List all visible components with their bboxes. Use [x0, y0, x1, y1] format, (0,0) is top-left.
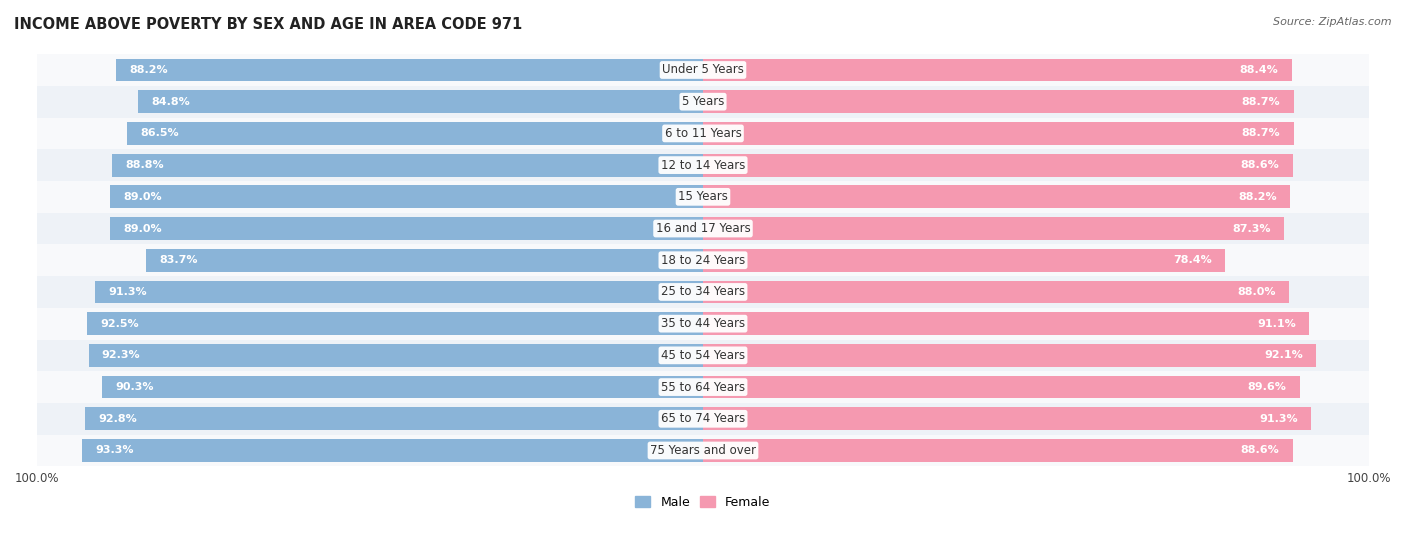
Text: 45 to 54 Years: 45 to 54 Years — [661, 349, 745, 362]
Text: 75 Years and over: 75 Years and over — [650, 444, 756, 457]
Bar — [703, 344, 1316, 367]
Bar — [111, 186, 703, 209]
Bar — [101, 376, 703, 399]
Text: 91.3%: 91.3% — [1258, 414, 1298, 424]
Bar — [703, 154, 1294, 177]
Bar — [37, 181, 1369, 212]
Bar — [703, 90, 1294, 113]
Bar — [703, 408, 1310, 430]
Text: 84.8%: 84.8% — [152, 97, 190, 107]
Text: 92.5%: 92.5% — [100, 319, 139, 329]
Bar — [703, 281, 1289, 304]
Text: 89.6%: 89.6% — [1247, 382, 1286, 392]
Bar — [87, 312, 703, 335]
Text: 65 to 74 Years: 65 to 74 Years — [661, 413, 745, 425]
Text: 88.2%: 88.2% — [129, 65, 167, 75]
Bar — [703, 376, 1299, 399]
Text: 15 Years: 15 Years — [678, 190, 728, 203]
Bar — [37, 149, 1369, 181]
Text: 86.5%: 86.5% — [141, 129, 179, 139]
Text: 88.6%: 88.6% — [1240, 160, 1279, 170]
Bar — [37, 86, 1369, 117]
Bar — [703, 439, 1294, 462]
Bar — [37, 308, 1369, 339]
Bar — [146, 249, 703, 272]
Text: 89.0%: 89.0% — [124, 224, 163, 234]
Bar — [703, 249, 1225, 272]
Bar — [138, 90, 703, 113]
Text: 87.3%: 87.3% — [1233, 224, 1271, 234]
Bar — [37, 403, 1369, 435]
Text: 91.1%: 91.1% — [1257, 319, 1296, 329]
Bar — [703, 312, 1309, 335]
Text: 55 to 64 Years: 55 to 64 Years — [661, 381, 745, 394]
Text: 92.8%: 92.8% — [98, 414, 138, 424]
Text: 78.4%: 78.4% — [1173, 255, 1212, 265]
Bar — [89, 344, 703, 367]
Bar — [37, 244, 1369, 276]
Text: 12 to 14 Years: 12 to 14 Years — [661, 159, 745, 172]
Text: 88.7%: 88.7% — [1241, 97, 1281, 107]
Bar — [703, 59, 1292, 82]
Text: 92.3%: 92.3% — [101, 350, 141, 361]
Text: 35 to 44 Years: 35 to 44 Years — [661, 317, 745, 330]
Bar — [37, 117, 1369, 149]
Text: Under 5 Years: Under 5 Years — [662, 64, 744, 77]
Bar — [37, 371, 1369, 403]
Text: 83.7%: 83.7% — [159, 255, 198, 265]
Bar — [37, 54, 1369, 86]
Bar — [37, 212, 1369, 244]
Bar — [86, 408, 703, 430]
Text: 93.3%: 93.3% — [96, 446, 134, 456]
Text: 18 to 24 Years: 18 to 24 Years — [661, 254, 745, 267]
Bar — [37, 276, 1369, 308]
Text: Source: ZipAtlas.com: Source: ZipAtlas.com — [1274, 17, 1392, 27]
Text: 5 Years: 5 Years — [682, 95, 724, 108]
Text: 92.1%: 92.1% — [1264, 350, 1303, 361]
Bar — [703, 122, 1294, 145]
Text: 88.7%: 88.7% — [1241, 129, 1281, 139]
Bar — [112, 154, 703, 177]
Text: 88.0%: 88.0% — [1237, 287, 1275, 297]
Text: 88.8%: 88.8% — [125, 160, 163, 170]
Text: 91.3%: 91.3% — [108, 287, 148, 297]
Bar — [115, 59, 703, 82]
Bar — [127, 122, 703, 145]
Bar — [703, 186, 1291, 209]
Bar — [37, 339, 1369, 371]
Text: 90.3%: 90.3% — [115, 382, 153, 392]
Legend: Male, Female: Male, Female — [630, 491, 776, 514]
Text: INCOME ABOVE POVERTY BY SEX AND AGE IN AREA CODE 971: INCOME ABOVE POVERTY BY SEX AND AGE IN A… — [14, 17, 522, 32]
Text: 88.6%: 88.6% — [1240, 446, 1279, 456]
Text: 6 to 11 Years: 6 to 11 Years — [665, 127, 741, 140]
Bar — [37, 435, 1369, 466]
Text: 88.4%: 88.4% — [1240, 65, 1278, 75]
Text: 16 and 17 Years: 16 and 17 Years — [655, 222, 751, 235]
Text: 89.0%: 89.0% — [124, 192, 163, 202]
Bar — [703, 217, 1284, 240]
Text: 88.2%: 88.2% — [1239, 192, 1277, 202]
Bar — [82, 439, 703, 462]
Bar — [96, 281, 703, 304]
Bar — [111, 217, 703, 240]
Text: 25 to 34 Years: 25 to 34 Years — [661, 286, 745, 299]
